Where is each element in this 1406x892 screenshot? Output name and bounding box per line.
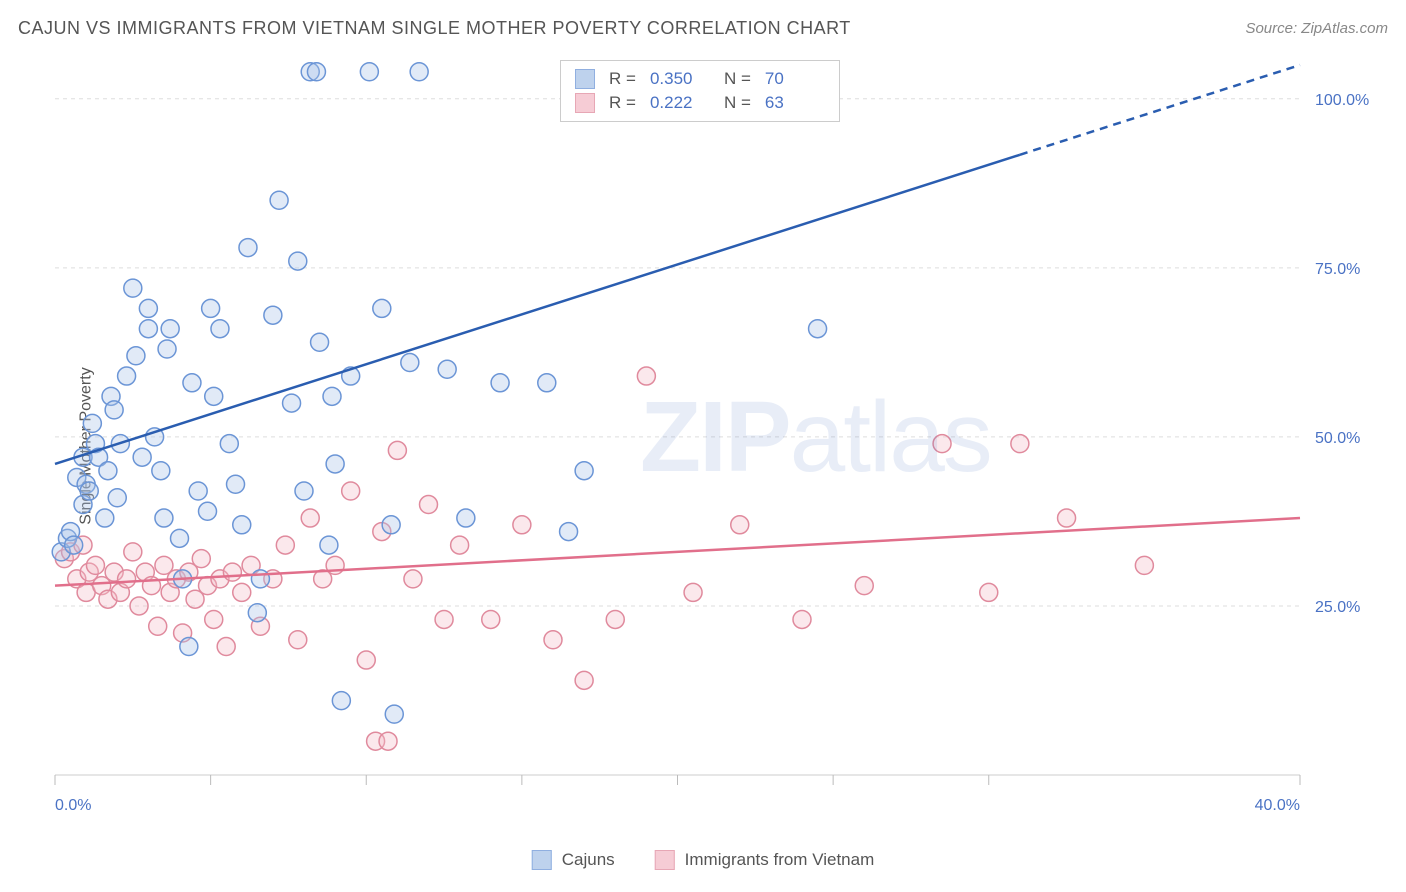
swatch-vietnam-icon xyxy=(575,93,595,113)
source-label: Source: ZipAtlas.com xyxy=(1245,20,1388,37)
svg-text:40.0%: 40.0% xyxy=(1255,797,1300,814)
legend-row-cajuns: R = 0.350 N = 70 xyxy=(575,67,825,91)
legend-label-cajuns: Cajuns xyxy=(562,850,615,870)
r-label: R xyxy=(609,69,621,88)
r-value-cajuns: 0.350 xyxy=(650,69,710,89)
legend-item-vietnam: Immigrants from Vietnam xyxy=(655,850,875,870)
equals-sign: = xyxy=(626,69,636,88)
r-value-vietnam: 0.222 xyxy=(650,93,710,113)
swatch-cajuns-icon xyxy=(532,850,552,870)
n-label: N xyxy=(724,69,736,88)
legend-correlation-box: R = 0.350 N = 70 R = 0.222 N = 63 xyxy=(560,60,840,122)
svg-text:0.0%: 0.0% xyxy=(55,797,91,814)
n-label: N xyxy=(724,93,736,112)
svg-text:25.0%: 25.0% xyxy=(1315,599,1360,616)
scatter-chart-svg: 25.0% 50.0% 75.0% 100.0% 0.0% 40.0% xyxy=(50,55,1390,835)
plot-area: 25.0% 50.0% 75.0% 100.0% 0.0% 40.0% xyxy=(50,55,1390,835)
n-value-cajuns: 70 xyxy=(765,69,825,89)
legend-label-vietnam: Immigrants from Vietnam xyxy=(685,850,875,870)
equals-sign: = xyxy=(626,93,636,112)
legend-item-cajuns: Cajuns xyxy=(532,850,615,870)
svg-text:75.0%: 75.0% xyxy=(1315,261,1360,278)
legend-row-vietnam: R = 0.222 N = 63 xyxy=(575,91,825,115)
equals-sign: = xyxy=(741,93,751,112)
svg-text:50.0%: 50.0% xyxy=(1315,430,1360,447)
chart-title: CAJUN VS IMMIGRANTS FROM VIETNAM SINGLE … xyxy=(18,18,851,39)
swatch-cajuns-icon xyxy=(575,69,595,89)
n-value-vietnam: 63 xyxy=(765,93,825,113)
legend-series: Cajuns Immigrants from Vietnam xyxy=(532,850,875,870)
swatch-vietnam-icon xyxy=(655,850,675,870)
r-label: R xyxy=(609,93,621,112)
chart-header: CAJUN VS IMMIGRANTS FROM VIETNAM SINGLE … xyxy=(18,18,1388,39)
equals-sign: = xyxy=(741,69,751,88)
svg-text:100.0%: 100.0% xyxy=(1315,92,1369,109)
